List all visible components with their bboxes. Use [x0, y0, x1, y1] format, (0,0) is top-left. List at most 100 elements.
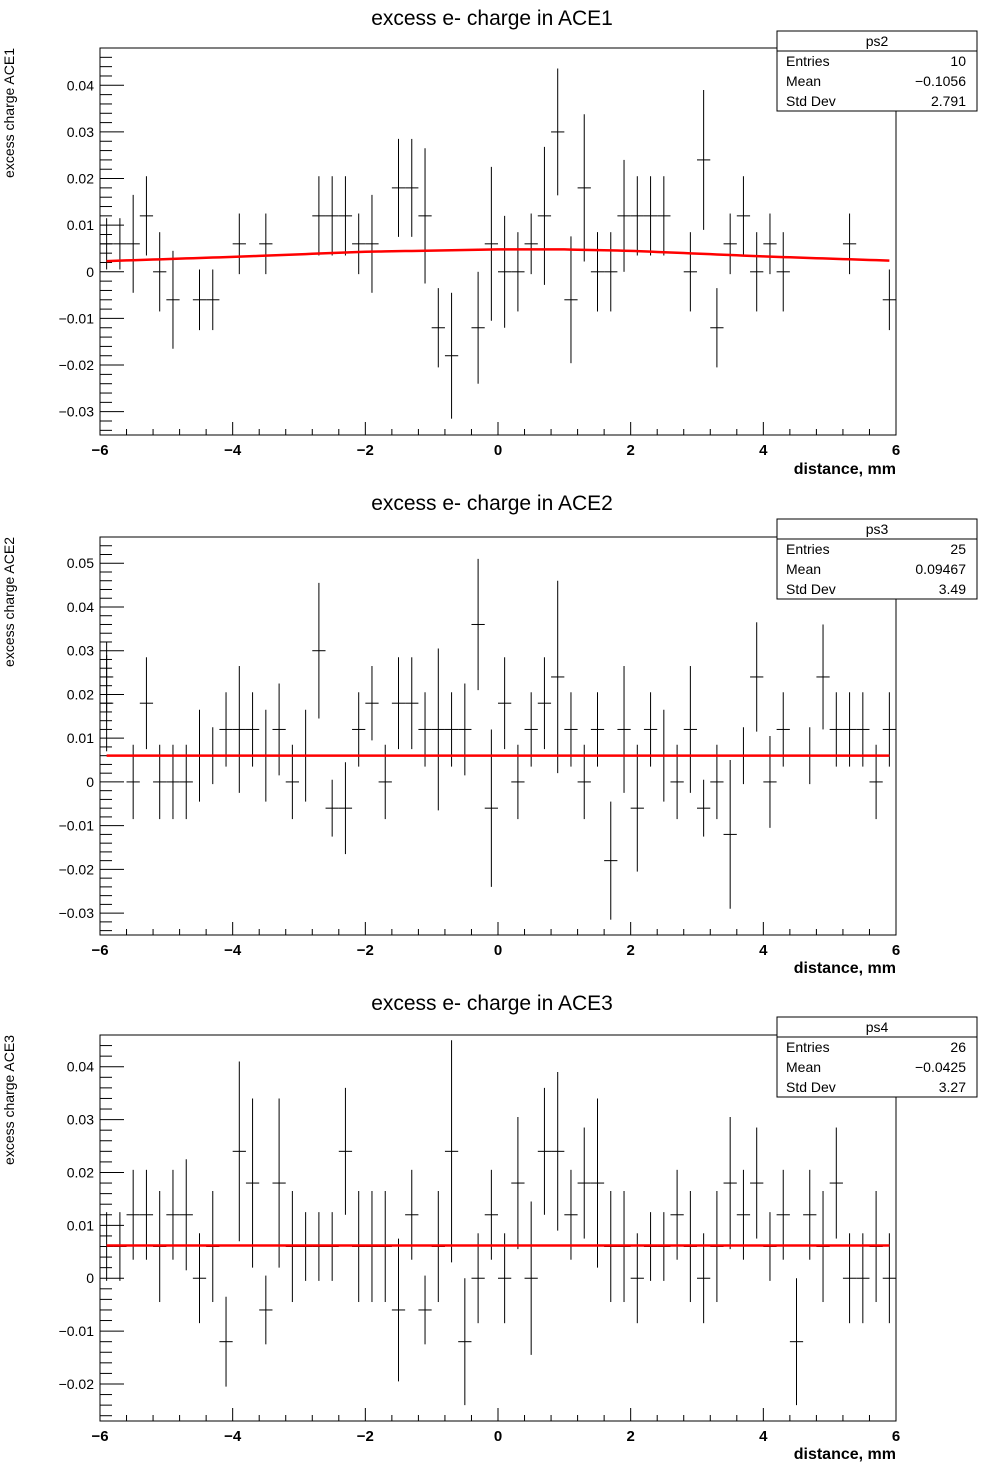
y-tick-label: 0 [86, 1270, 94, 1286]
stats-label: Mean [786, 73, 821, 89]
x-tick-label: 0 [494, 442, 502, 459]
data-point [524, 1201, 538, 1355]
y-tick-label: −0.03 [59, 905, 95, 921]
chart-title: excess e- charge in ACE2 [371, 492, 613, 515]
data-point [365, 194, 379, 293]
data-point [418, 148, 432, 284]
y-tick-label: −0.02 [59, 357, 95, 373]
data-point [842, 692, 857, 767]
stats-box: ps2 Entries 10 Mean −0.1056 Std Dev 2.791 [776, 30, 978, 112]
x-tick-label: −2 [357, 942, 374, 959]
data-point [338, 176, 353, 256]
data-point [856, 1233, 870, 1324]
stats-label: Std Dev [786, 1079, 836, 1095]
data-point [842, 1233, 857, 1324]
data-point [551, 580, 565, 774]
x-tick-label: 6 [892, 442, 900, 459]
data-point [378, 744, 392, 820]
data-point [537, 1087, 552, 1215]
data-point [617, 159, 631, 272]
data-point [484, 166, 498, 321]
data-point [750, 1127, 764, 1239]
stats-value: −0.0425 [915, 1059, 966, 1075]
data-point [498, 215, 512, 328]
data-point [723, 213, 737, 275]
data-point [604, 232, 618, 312]
data-point [498, 1233, 512, 1324]
x-tick-label: 0 [494, 942, 502, 959]
data-point [537, 146, 552, 285]
data-point [816, 624, 830, 730]
data-point [710, 744, 724, 820]
data-point [630, 176, 644, 256]
data-point [352, 213, 366, 275]
data-point [723, 760, 737, 909]
data-point [245, 1098, 260, 1268]
data-point [776, 692, 790, 767]
x-tick-label: 0 [494, 1428, 502, 1445]
data-point [670, 744, 684, 820]
y-tick-label: −0.02 [59, 1376, 95, 1392]
data-point [524, 692, 538, 767]
chart-title: excess e- charge in ACE3 [371, 992, 613, 1015]
data-point [153, 232, 167, 312]
x-tick-label: 6 [892, 942, 900, 959]
y-tick-label: 0.04 [67, 77, 94, 93]
data-point [697, 89, 711, 230]
data-point [630, 1233, 644, 1324]
data-point [617, 666, 631, 793]
data-point [551, 68, 565, 196]
data-point [325, 176, 339, 256]
data-point [259, 1275, 273, 1345]
x-tick-label: 6 [892, 1428, 900, 1445]
data-point [630, 744, 644, 872]
data-point [405, 138, 419, 237]
x-axis-label: distance, mm [794, 960, 896, 977]
data-point [710, 288, 724, 368]
data-point [856, 692, 870, 767]
y-tick-label: 0.05 [67, 555, 94, 571]
data-point [458, 1278, 472, 1406]
data-point [179, 744, 193, 820]
y-tick-label: 0.03 [67, 1112, 94, 1128]
chart-panel-3: excess e- charge in ACE3 −6 −4 −2 0 2 4 6 −0.02 −… [1, 992, 978, 1463]
data-point [683, 666, 697, 793]
data-point [431, 648, 445, 811]
data-point [471, 1233, 485, 1324]
data-point [789, 1278, 804, 1406]
y-tick-label: 0 [86, 264, 94, 280]
data-point [829, 692, 843, 767]
stats-value: 3.49 [939, 581, 966, 597]
stats-value: 10 [950, 53, 966, 69]
y-tick-label: 0.01 [67, 730, 94, 746]
x-tick-label: −6 [91, 1428, 108, 1445]
stats-name: ps4 [866, 1019, 889, 1035]
data-point [590, 232, 605, 312]
x-tick-label: −4 [224, 442, 242, 459]
x-tick-label: 2 [626, 942, 634, 959]
data-point [259, 213, 273, 275]
stats-box-frame [776, 30, 978, 112]
data-point [763, 736, 777, 828]
stats-value: 2.791 [931, 93, 966, 109]
data-point [829, 1127, 843, 1239]
stats-label: Entries [786, 541, 830, 557]
data-point [524, 213, 538, 275]
stats-label: Entries [786, 1039, 830, 1055]
stats-box: ps4 Entries 26 Mean −0.0425 Std Dev 3.27 [776, 1016, 978, 1098]
data-point [869, 744, 883, 820]
data-point [418, 1275, 432, 1345]
data-point [697, 1233, 711, 1324]
x-tick-label: −4 [224, 942, 242, 959]
x-tick-label: −2 [357, 442, 374, 459]
y-tick-label: 0.03 [67, 643, 94, 659]
data-point [577, 744, 591, 820]
data-point [750, 622, 764, 732]
stats-value: −0.1056 [915, 73, 966, 89]
data-point [564, 692, 578, 767]
x-tick-label: 4 [759, 1428, 768, 1445]
stats-box-frame [776, 1016, 978, 1098]
y-tick-label: 0.04 [67, 599, 94, 615]
data-point [245, 692, 260, 767]
